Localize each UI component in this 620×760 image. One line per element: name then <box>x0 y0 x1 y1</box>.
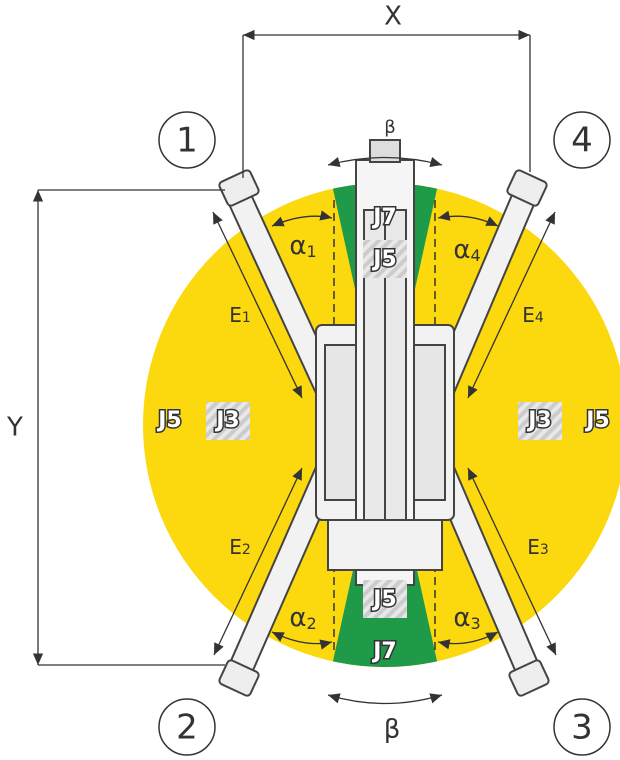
alpha: α <box>289 603 306 633</box>
outrigger-number: 2 <box>176 708 198 748</box>
zone-label: J3 <box>214 408 240 433</box>
extension-label: E4 <box>522 303 544 327</box>
y-dimension <box>32 189 225 666</box>
extension: E <box>522 303 535 327</box>
outrigger-number: 4 <box>571 121 593 161</box>
extension-label: E2 <box>229 535 251 559</box>
alpha: α <box>289 231 306 261</box>
alpha-index: 4 <box>470 246 480 265</box>
alpha-index: 1 <box>306 242 316 261</box>
extension-index: 3 <box>540 542 549 558</box>
extension: E <box>229 535 242 559</box>
zone-label: J5 <box>371 247 397 272</box>
outrigger-circles <box>158 111 611 756</box>
beta-label: β <box>384 715 401 745</box>
extension-index: 2 <box>242 542 251 558</box>
alpha-index: 3 <box>470 614 480 633</box>
alpha: α <box>453 603 470 633</box>
hatch-box <box>363 580 407 618</box>
extension-label: E3 <box>527 535 549 559</box>
extension-index: 4 <box>535 310 544 326</box>
extension: E <box>527 535 540 559</box>
alpha-index: 2 <box>306 614 316 633</box>
beta-arc <box>327 156 443 168</box>
hatch-box <box>363 240 407 278</box>
extension: E <box>229 303 242 327</box>
hatch-box <box>206 402 250 440</box>
zone-label: J7 <box>371 205 397 230</box>
beta-arc <box>327 693 443 705</box>
y-label: Y <box>6 413 23 443</box>
outrigger-number: 3 <box>571 708 593 748</box>
hatch-box <box>518 402 562 440</box>
extension-index: 1 <box>242 310 251 326</box>
outrigger-number: 1 <box>176 121 198 161</box>
x-label: X <box>384 2 402 32</box>
zone-label: J7 <box>371 639 397 664</box>
beta-label: β <box>384 117 396 138</box>
zone-label: J5 <box>156 408 182 433</box>
extension-label: E1 <box>229 303 251 327</box>
zone-label: J3 <box>526 408 552 433</box>
zone-label: J5 <box>584 408 610 433</box>
extension-lines <box>212 211 557 656</box>
zone-label: J5 <box>371 587 397 612</box>
alpha: α <box>453 235 470 265</box>
x-dimension <box>242 29 531 178</box>
